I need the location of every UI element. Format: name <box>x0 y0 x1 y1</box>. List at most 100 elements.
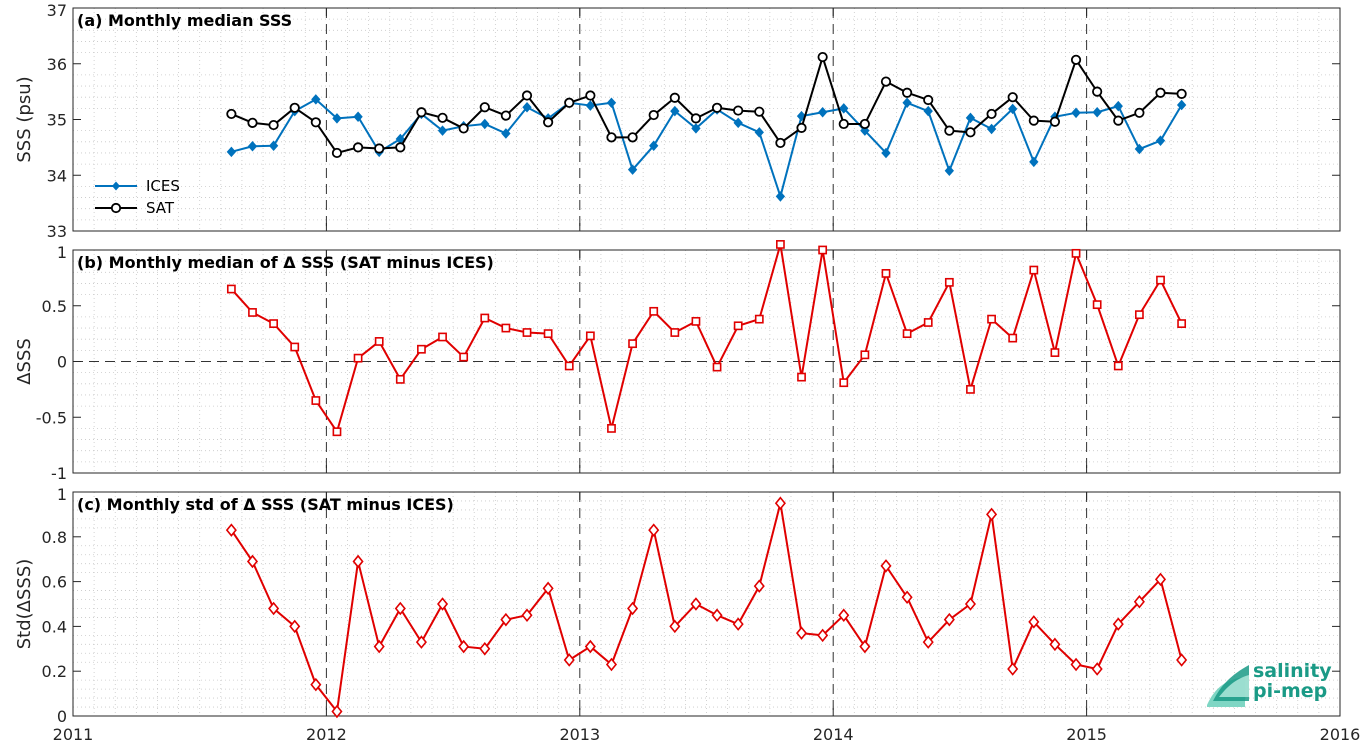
data-point <box>859 118 870 130</box>
data-point <box>733 117 743 129</box>
data-point <box>818 245 828 255</box>
data-point <box>1155 87 1166 98</box>
x-tick-label: 2014 <box>813 725 854 744</box>
data-point <box>923 105 933 117</box>
data-point <box>353 111 363 122</box>
data-point <box>268 119 279 131</box>
panel-c-std-delta-sss: 0 0.2 0.4 0.6 0.8 1 Std(ΔSSS) (c) Monthly std o… <box>14 485 1341 726</box>
data-point <box>797 372 806 382</box>
legend-marker <box>110 202 122 214</box>
data-point <box>416 107 427 118</box>
series-line <box>230 502 1183 713</box>
data-point <box>331 147 343 159</box>
data-point <box>817 107 828 118</box>
minor-grid <box>73 492 1340 716</box>
data-point <box>986 123 997 135</box>
y-tick-label: 0 <box>57 353 67 372</box>
data-point <box>226 108 237 120</box>
data-point <box>775 137 786 149</box>
panel-title: (b) Monthly median of Δ SSS (SAT minus I… <box>77 253 494 272</box>
data-point <box>563 653 575 667</box>
y-axis-label: SSS (psu) <box>14 76 35 162</box>
data-point <box>628 339 637 349</box>
y-tick-label: 1 <box>57 485 67 504</box>
data-point <box>880 76 892 87</box>
data-point <box>606 97 617 109</box>
x-tick-label: 2011 <box>53 725 94 744</box>
data-point <box>1113 115 1124 126</box>
data-point <box>881 269 891 278</box>
data-point <box>902 87 913 98</box>
data-point <box>394 601 406 616</box>
data-point <box>522 328 532 337</box>
data-point <box>500 110 511 121</box>
y-axis-label: ΔSSS <box>14 338 35 385</box>
data-point <box>986 507 998 522</box>
data-point <box>795 626 808 640</box>
y-tick-label: 36 <box>47 55 67 74</box>
data-point <box>501 128 511 139</box>
data-point <box>1156 275 1165 285</box>
data-point <box>459 352 469 362</box>
data-point <box>944 125 955 136</box>
legend: ICES SAT <box>95 177 180 217</box>
data-point <box>923 94 934 106</box>
data-point <box>1177 319 1187 328</box>
data-point <box>1134 107 1145 118</box>
data-point <box>1155 135 1166 146</box>
y-tick-label: -0.5 <box>36 408 67 427</box>
y-tick-label: 0.8 <box>42 528 67 547</box>
data-point <box>395 374 405 384</box>
data-point <box>754 106 765 117</box>
data-point <box>817 51 828 63</box>
data-point <box>415 635 427 649</box>
data-point <box>1092 300 1102 310</box>
data-point <box>310 117 321 128</box>
data-point <box>1029 265 1039 275</box>
data-point <box>564 97 575 108</box>
data-point <box>247 117 258 128</box>
y-axis-label: Std(ΔSSS) <box>14 559 35 650</box>
logo-line2: pi-mep <box>1253 680 1327 702</box>
data-point <box>500 612 512 627</box>
data-point <box>627 164 638 175</box>
data-point <box>437 597 449 611</box>
data-point <box>965 112 976 124</box>
data-point <box>901 590 913 605</box>
data-point <box>922 635 934 649</box>
data-point <box>521 608 533 622</box>
data-point <box>1028 615 1040 629</box>
data-point <box>1176 88 1187 99</box>
data-point <box>584 639 596 654</box>
y-tick-label: 33 <box>47 222 67 241</box>
data-point <box>649 140 659 151</box>
data-point <box>1070 657 1082 672</box>
series-line <box>230 243 1183 433</box>
data-point <box>374 337 384 346</box>
data-point <box>522 101 532 113</box>
data-point <box>754 314 764 324</box>
y-tick-label: 0.6 <box>42 573 67 592</box>
data-point <box>606 132 617 143</box>
data-point <box>268 601 280 616</box>
data-point <box>670 105 680 117</box>
data-point <box>648 109 659 121</box>
data-point <box>417 344 426 354</box>
data-point <box>269 319 279 328</box>
data-point <box>733 105 744 116</box>
data-point <box>373 639 385 654</box>
data-point <box>881 147 891 159</box>
panel-a-monthly-median-sss: 33 34 35 36 37 SSS (psu) (a) Monthly median SS… <box>14 1 1341 241</box>
data-point <box>986 108 997 120</box>
panel-title: (c) Monthly std of Δ SSS (SAT minus ICES… <box>77 495 454 514</box>
data-point <box>902 329 912 339</box>
panel-b-median-delta-sss: -1 -0.5 0 0.5 1 ΔSSS (b) Monthly median of Δ S… <box>14 240 1341 483</box>
data-point <box>585 100 596 111</box>
data-point <box>290 342 300 352</box>
data-point <box>289 619 301 634</box>
data-point <box>352 142 364 153</box>
data-point <box>1112 617 1124 631</box>
series-delta-1 <box>226 240 1187 437</box>
data-point <box>1113 100 1123 112</box>
data-point <box>690 597 702 611</box>
